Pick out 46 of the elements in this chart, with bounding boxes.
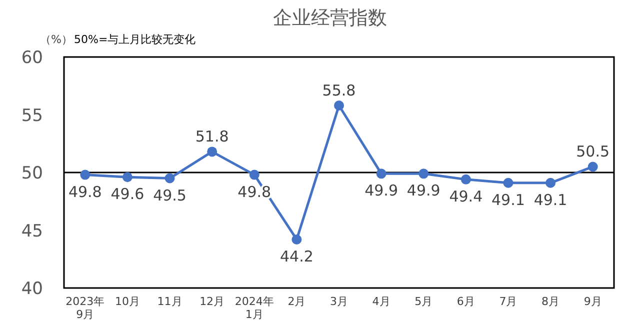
point	[503, 178, 514, 188]
x-tick-label: 2023年 9月	[66, 295, 105, 322]
point	[418, 168, 429, 179]
x-tick-label: 2024年 1月	[234, 295, 274, 322]
y-tick-label: 40	[21, 279, 43, 299]
point	[80, 170, 90, 180]
x-tick-label: 12月	[200, 295, 225, 308]
data-label: 49.8	[68, 182, 102, 201]
y-tick-label: 55	[21, 106, 43, 126]
data-label: 49.5	[153, 186, 186, 204]
point	[460, 174, 471, 184]
data-label: 49.1	[534, 190, 568, 209]
x-tick-label: 2月	[288, 295, 306, 308]
y-axis-title: （%）	[40, 33, 72, 46]
data-label: 49.9	[406, 182, 440, 200]
x-tick-label: 9月	[584, 295, 602, 308]
point	[164, 173, 175, 184]
y-tick-label: 50	[21, 164, 43, 184]
x-tick-label: 6月	[456, 295, 475, 308]
data-label: 51.8	[195, 128, 229, 146]
point	[249, 170, 260, 180]
data-label: 44.2	[280, 247, 314, 266]
x-tick-label: 8月	[542, 295, 560, 308]
y-tick-label: 60	[21, 48, 43, 68]
point	[122, 172, 132, 182]
point	[292, 234, 302, 244]
point	[207, 146, 218, 157]
data-label: 49.4	[449, 187, 483, 206]
data-label: 49.9	[364, 182, 398, 200]
point	[588, 162, 598, 172]
x-tick-label: 11月	[157, 295, 182, 308]
point	[546, 178, 556, 188]
x-tick-label: 7月	[499, 295, 518, 308]
chart-title: 企业经营指数	[273, 7, 387, 29]
point	[376, 168, 386, 179]
text: 50%=与上月比较无变化	[74, 33, 196, 46]
data-label: 50.5	[576, 142, 610, 161]
y-tick-label: 45	[21, 221, 43, 242]
x-tick-label: 4月	[372, 295, 390, 308]
x-tick-label: 10月	[114, 295, 140, 308]
x-tick-label: 5月	[414, 295, 433, 308]
data-label: 49.6	[110, 185, 144, 204]
data-label: 49.1	[492, 190, 525, 209]
point	[334, 100, 344, 111]
data-label: 55.8	[322, 82, 356, 100]
x-tick-label: 3月	[330, 295, 348, 308]
